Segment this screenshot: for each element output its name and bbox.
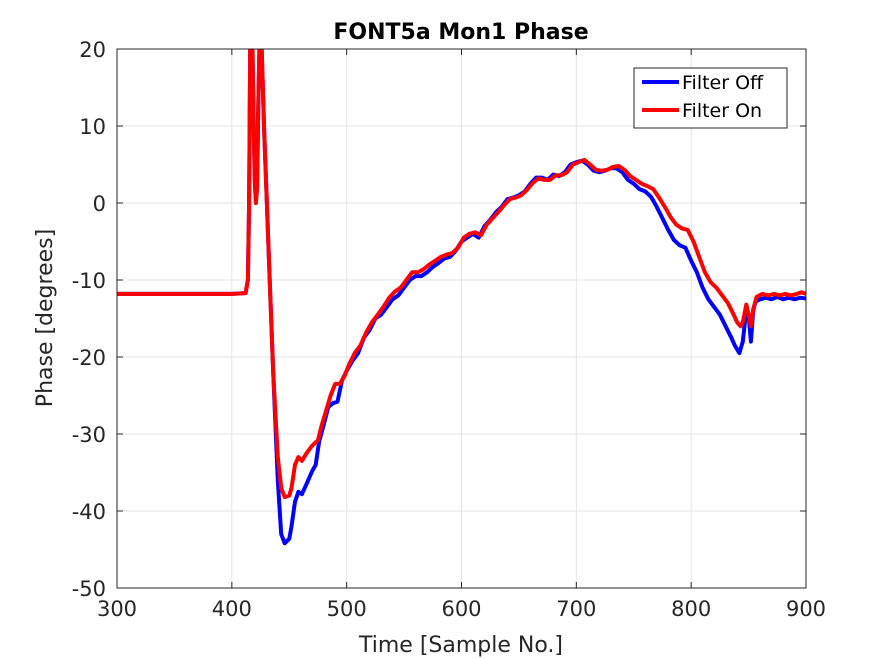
legend: Filter Off Filter On — [633, 67, 788, 129]
x-tick-label: 400 — [212, 597, 252, 621]
x-tick-label: 800 — [671, 597, 711, 621]
y-tick-label: -50 — [72, 577, 106, 601]
x-axis-label: Time [Sample No.] — [358, 633, 563, 658]
tick-marks — [116, 48, 807, 589]
x-tick-labels: 300 400 500 600 700 800 900 — [97, 597, 826, 621]
y-tick-label: 0 — [93, 192, 106, 216]
legend-label-filter-off: Filter Off — [682, 72, 764, 94]
chart-title: FONT5a Mon1 Phase — [333, 20, 588, 45]
series-layer — [117, 49, 806, 546]
legend-label-filter-on: Filter On — [682, 100, 762, 122]
series-line-filter-on — [117, 49, 806, 500]
x-tick-label: 700 — [556, 597, 596, 621]
x-tick-label: 300 — [97, 597, 137, 621]
y-tick-label: -20 — [72, 346, 106, 370]
y-tick-label: 20 — [79, 38, 106, 62]
x-tick-label: 900 — [786, 597, 826, 621]
x-tick-label: 500 — [327, 597, 367, 621]
y-tick-label: -10 — [72, 269, 106, 293]
plot-area — [116, 48, 807, 589]
y-tick-labels: -50 -40 -30 -20 -10 0 10 20 — [72, 38, 106, 601]
y-tick-label: -40 — [72, 500, 106, 524]
y-tick-label: -30 — [72, 423, 106, 447]
y-axis-label: Phase [degrees] — [33, 229, 58, 407]
legend-box — [633, 67, 788, 129]
y-tick-label: 10 — [79, 115, 106, 139]
x-tick-label: 600 — [441, 597, 481, 621]
